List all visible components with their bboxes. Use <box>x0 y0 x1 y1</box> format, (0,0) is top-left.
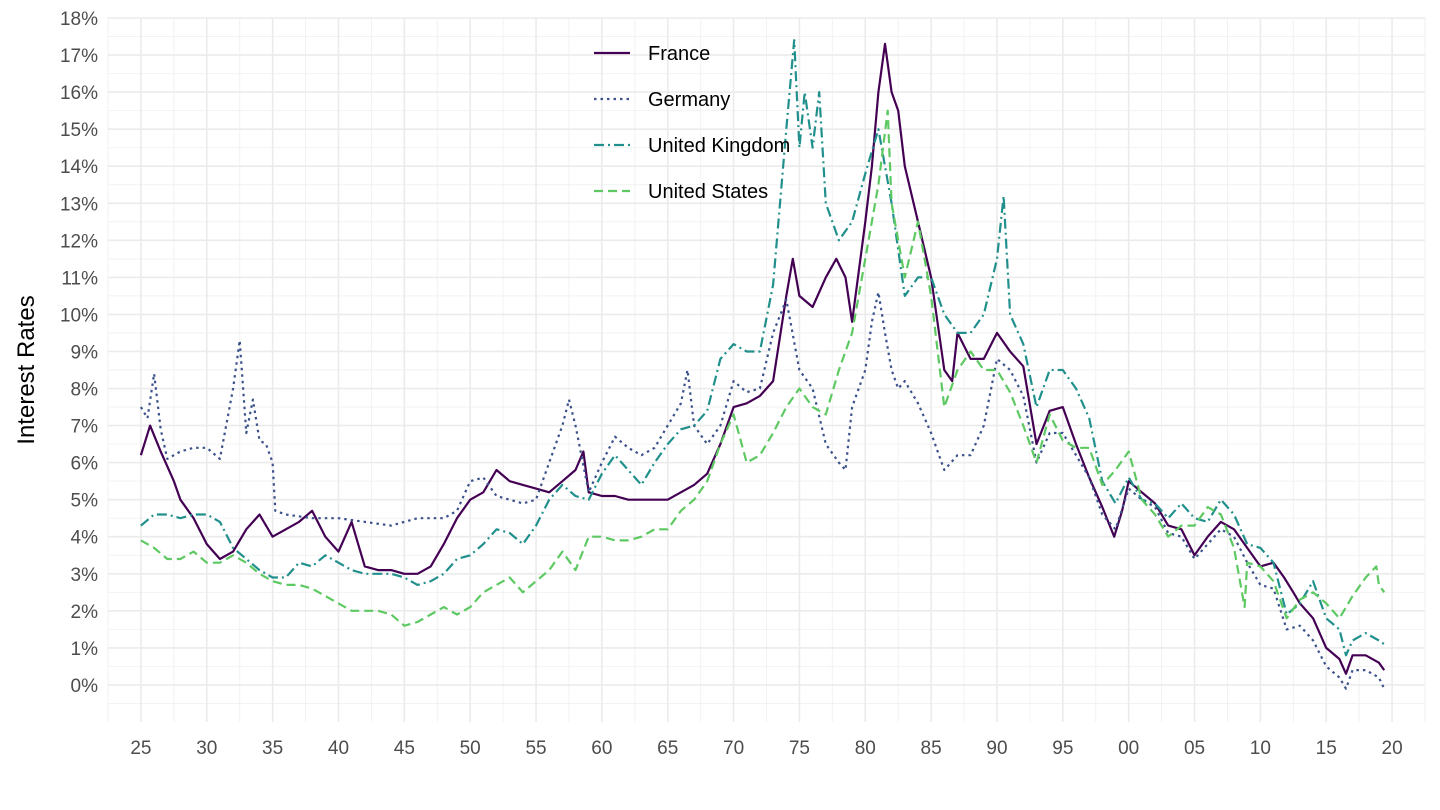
y-tick-label: 18% <box>60 9 98 30</box>
y-tick-label: 6% <box>71 454 99 475</box>
series-line-france <box>139 42 1386 675</box>
y-tick-label: 10% <box>60 305 98 326</box>
x-tick-label: 65 <box>657 738 678 759</box>
x-tick-label: 75 <box>789 738 810 759</box>
x-axis-tick-labels: 25 30 35 40 45 50 55 60 65 70 75 80 85 90 95 00 05 10 15 20 <box>130 738 1402 759</box>
x-tick-label: 50 <box>460 738 481 759</box>
x-tick-label: 45 <box>394 738 415 759</box>
x-tick-label: 95 <box>1052 738 1073 759</box>
y-tick-label: 14% <box>60 157 98 178</box>
x-tick-label: 55 <box>525 738 546 759</box>
y-tick-label: 8% <box>71 380 99 401</box>
y-axis-title: Interest Rates <box>13 295 40 444</box>
x-tick-label: 30 <box>196 738 217 759</box>
x-tick-label: 90 <box>986 738 1007 759</box>
x-tick-label: 60 <box>591 738 612 759</box>
y-tick-label: 4% <box>71 528 99 549</box>
y-tick-label: 11% <box>61 268 98 289</box>
x-tick-label: 85 <box>921 738 942 759</box>
legend-label: France <box>648 43 710 65</box>
y-tick-label: 17% <box>60 46 98 67</box>
x-tick-label: 00 <box>1118 738 1139 759</box>
y-tick-label: 1% <box>71 639 99 660</box>
y-tick-label: 3% <box>71 565 99 586</box>
y-tick-label: 9% <box>71 342 99 363</box>
x-tick-label: 25 <box>130 738 151 759</box>
y-tick-label: 15% <box>60 120 98 141</box>
x-tick-label: 20 <box>1382 738 1403 759</box>
y-tick-label: 12% <box>60 231 98 252</box>
y-tick-label: 0% <box>71 676 99 697</box>
series-lines <box>139 39 1386 690</box>
x-tick-label: 70 <box>723 738 744 759</box>
y-axis-tick-labels: 0% 1% 2% 3% 4% 5% 6% 7% 8% 9% 10% 11% 12% 13% 14% 15% 16… <box>60 9 98 697</box>
legend-label: United States <box>648 181 768 203</box>
y-tick-label: 2% <box>71 602 99 623</box>
series-line-united-states <box>140 109 1386 627</box>
series-line-united-kingdom <box>140 39 1385 657</box>
x-tick-label: 05 <box>1184 738 1205 759</box>
legend: France Germany United Kingdom United States <box>594 43 790 203</box>
y-tick-label: 7% <box>71 417 99 438</box>
x-tick-label: 80 <box>855 738 876 759</box>
minor-gridlines <box>107 18 1426 722</box>
major-gridlines <box>108 17 1425 722</box>
y-tick-label: 16% <box>60 83 98 104</box>
x-tick-label: 15 <box>1316 738 1337 759</box>
x-tick-label: 40 <box>328 738 349 759</box>
x-tick-label: 10 <box>1250 738 1271 759</box>
legend-label: Germany <box>648 89 730 111</box>
y-tick-label: 5% <box>71 491 99 512</box>
x-tick-label: 35 <box>262 738 283 759</box>
series-line-germany <box>139 291 1386 690</box>
y-tick-label: 13% <box>60 194 98 215</box>
legend-label: United Kingdom <box>648 135 790 157</box>
